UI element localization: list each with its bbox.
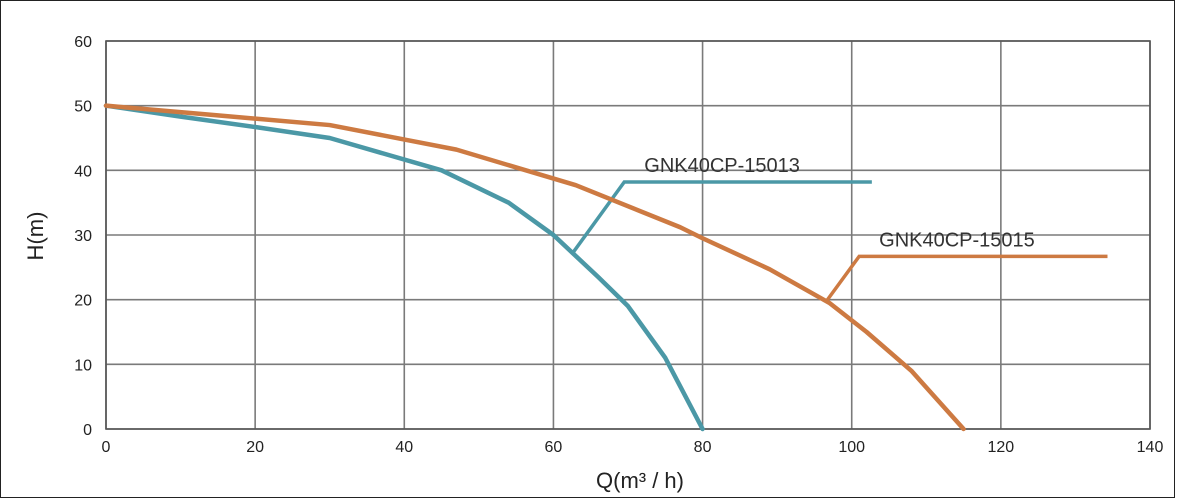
series-label-GNK40CP-15013: GNK40CP-15013 <box>644 155 800 177</box>
x-tick-label: 20 <box>246 439 264 456</box>
series-line-GNK40CP-15015 <box>103 103 966 432</box>
y-tick-label: 40 <box>74 163 92 180</box>
x-tick-label: 100 <box>838 439 865 456</box>
x-tick-label: 0 <box>102 439 111 456</box>
y-tick-label: 60 <box>74 34 92 51</box>
y-tick-label: 20 <box>74 293 92 310</box>
x-tick-label: 40 <box>395 439 413 456</box>
y-tick-label: 30 <box>74 228 92 245</box>
series-label-GNK40CP-15015: GNK40CP-15015 <box>879 229 1035 251</box>
series-callout-GNK40CP-15015 <box>824 254 1108 304</box>
tick-labels: 0 20 40 60 80 100 120 140 0 10 20 30 40 50 60 <box>74 34 1163 456</box>
y-axis-title: H(m) <box>23 212 48 261</box>
x-tick-label: 140 <box>1137 439 1164 456</box>
x-tick-label: 60 <box>545 439 563 456</box>
x-axis-title: Q(m³ / h) <box>596 468 684 493</box>
y-tick-label: 0 <box>83 422 92 439</box>
x-tick-label: 80 <box>694 439 712 456</box>
series-callout-GNK40CP-15013 <box>572 180 872 253</box>
series-lines: GNK40CP-15013 GNK40CP-15015 <box>103 103 1108 432</box>
y-tick-label: 10 <box>74 357 92 374</box>
plot-border <box>105 40 1151 430</box>
series-line-GNK40CP-15013 <box>103 103 705 432</box>
y-tick-label: 50 <box>74 99 92 116</box>
grid <box>105 40 1151 430</box>
x-tick-label: 120 <box>988 439 1015 456</box>
